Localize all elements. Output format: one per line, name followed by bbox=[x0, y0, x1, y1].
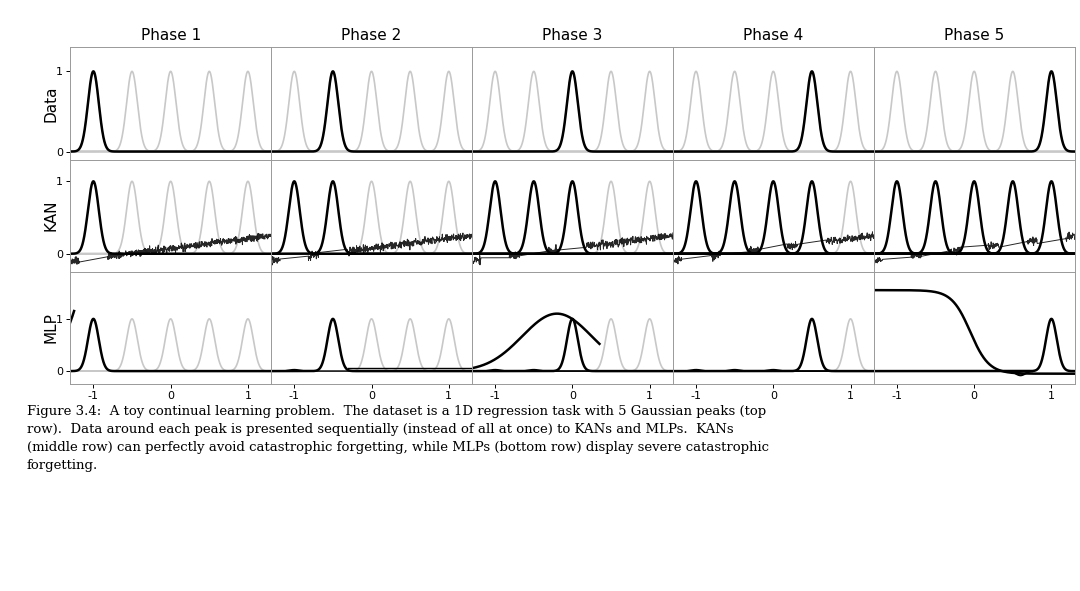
Title: Phase 3: Phase 3 bbox=[542, 28, 603, 43]
Y-axis label: MLP: MLP bbox=[43, 313, 58, 343]
Title: Phase 1: Phase 1 bbox=[140, 28, 201, 43]
Title: Phase 5: Phase 5 bbox=[944, 28, 1004, 43]
Title: Phase 4: Phase 4 bbox=[743, 28, 804, 43]
Text: Figure 3.4:  A toy continual learning problem.  The dataset is a 1D regression t: Figure 3.4: A toy continual learning pro… bbox=[27, 405, 769, 472]
Y-axis label: KAN: KAN bbox=[43, 200, 58, 232]
Title: Phase 2: Phase 2 bbox=[341, 28, 402, 43]
Y-axis label: Data: Data bbox=[43, 85, 58, 122]
